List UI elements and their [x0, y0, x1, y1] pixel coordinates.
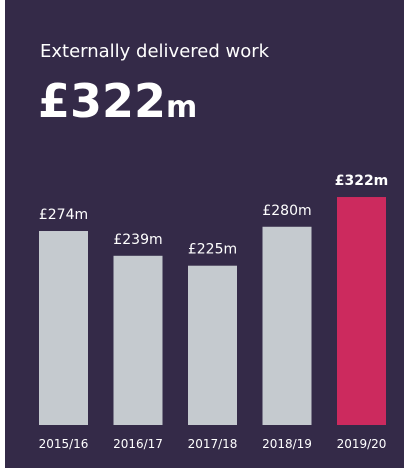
- headline-value: £322: [38, 74, 166, 128]
- chart-title: Externally delivered work: [40, 41, 270, 62]
- value-label: £239m: [113, 232, 162, 248]
- bar: [337, 197, 386, 425]
- value-label: £225m: [188, 242, 237, 258]
- value-label: £280m: [262, 203, 311, 219]
- x-tick-label: 2019/20: [337, 437, 387, 451]
- headline: £322m: [38, 74, 197, 128]
- bar: [188, 265, 237, 425]
- bar: [262, 226, 312, 425]
- x-tick-label: 2016/17: [113, 437, 163, 451]
- x-tick-label: 2015/16: [39, 437, 89, 451]
- bar: [113, 255, 163, 425]
- value-label: £274m: [39, 207, 88, 223]
- value-label: £322m: [335, 173, 389, 189]
- bar: [39, 231, 88, 425]
- headline-unit: m: [166, 90, 197, 125]
- x-tick-label: 2018/19: [262, 437, 312, 451]
- x-tick-label: 2017/18: [188, 437, 238, 451]
